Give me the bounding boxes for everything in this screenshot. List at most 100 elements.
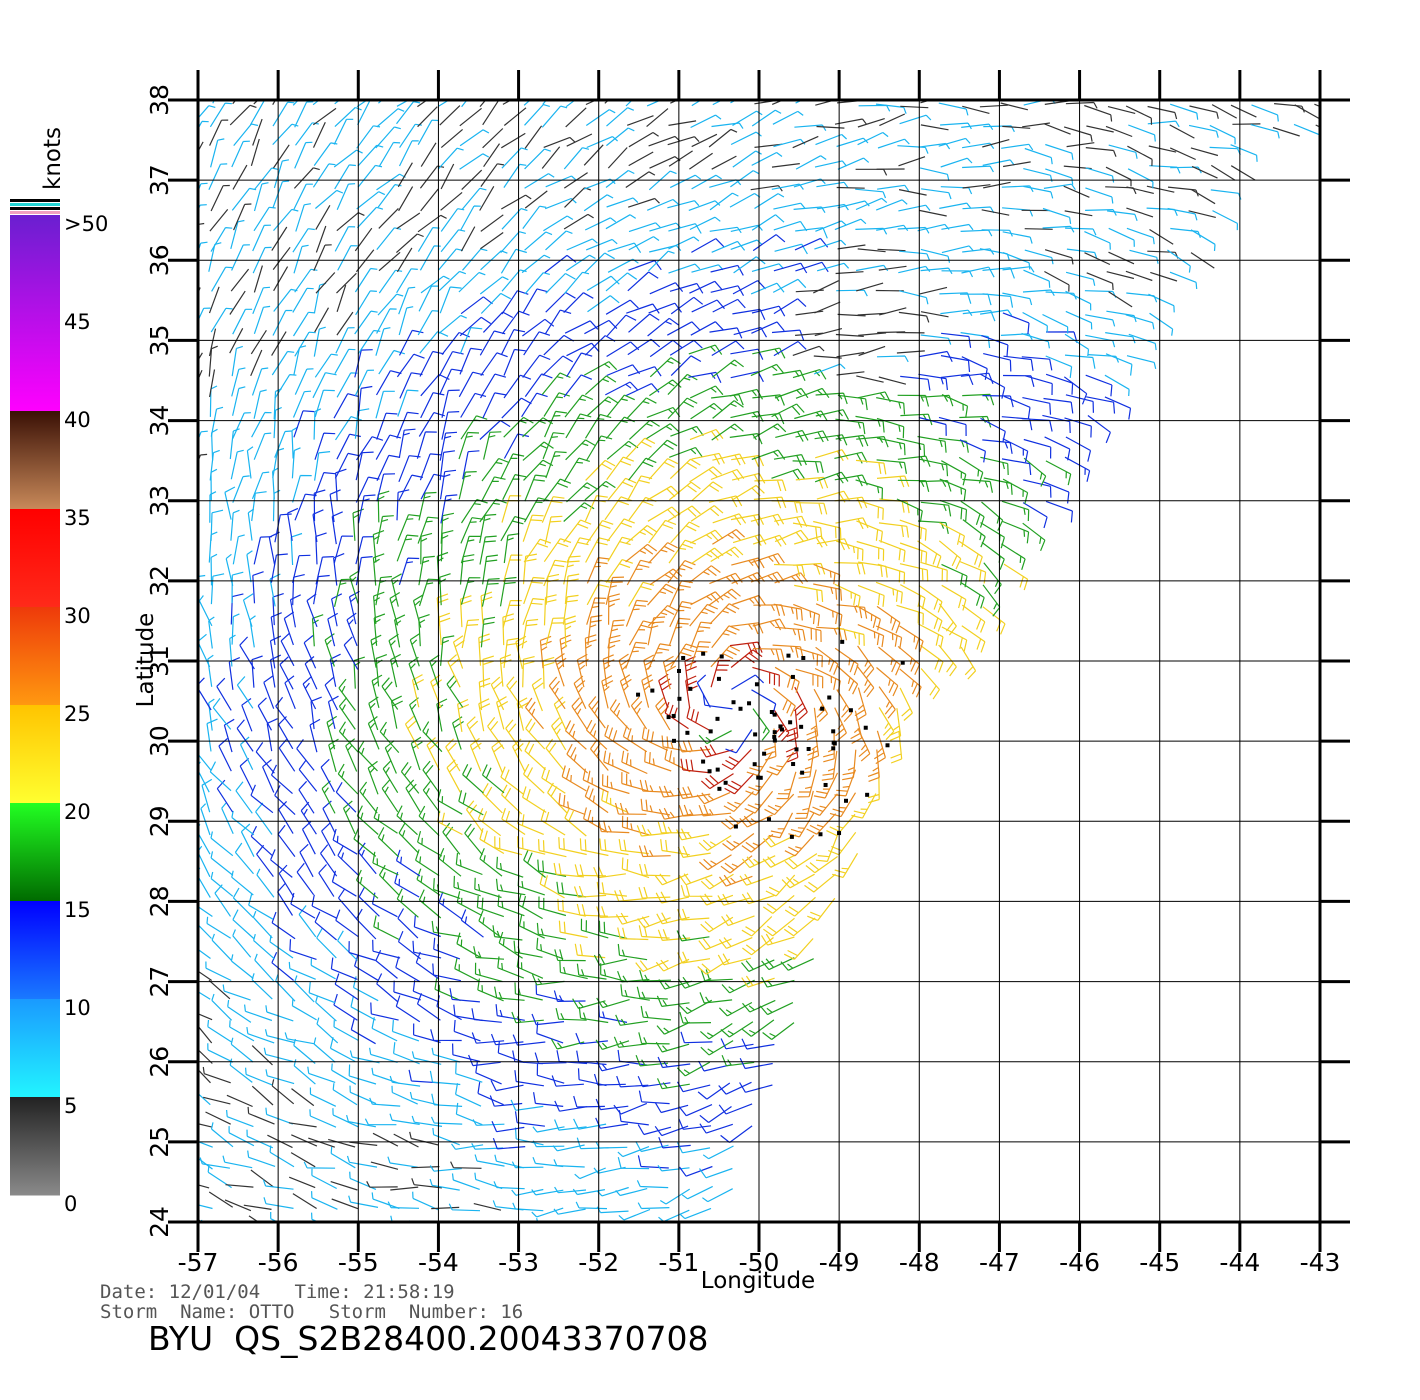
rain-flag-marker [756,775,761,780]
wind-barb [253,305,271,334]
wind-barb [606,518,635,542]
wind-barb [1210,164,1236,181]
wind-barb [503,554,523,583]
wind-barb [419,331,449,354]
wind-barb [555,1007,587,1021]
wind-barb [275,974,296,1002]
wind-barb [741,833,774,853]
wind-barb [630,696,648,730]
wind-barb [330,1146,356,1169]
rain-flag-marker [788,720,793,725]
wind-barb [961,625,986,653]
wind-barb [417,830,443,857]
wind-barb [479,535,497,565]
wind-barb [346,1155,378,1168]
wind-barb [920,100,933,104]
wind-barb [438,891,462,920]
wind-barb [899,250,930,261]
wind-barb [608,593,620,625]
wind-barb [457,698,470,732]
wind-barb [1045,500,1073,523]
wind-barb [606,394,635,418]
wind-barb [522,318,555,337]
wind-barb [377,184,402,208]
wind-barb [751,151,783,166]
wind-barb [312,163,336,188]
rain-flag-marker [820,706,825,711]
wind-barb [1021,418,1053,432]
wind-barb [273,144,290,169]
wind-barb [710,546,744,563]
wind-barb [510,1099,544,1111]
wind-barb [398,822,420,854]
wind-barb [660,839,690,856]
wind-barb [559,960,588,980]
wind-barb [563,147,590,170]
wind-barb [565,107,587,128]
wind-barb [657,1056,691,1069]
wind-barb [941,563,968,588]
wind-vector-field [198,84,1320,1234]
wind-barb [314,911,337,941]
wind-barb [431,1230,459,1232]
wind-barb [577,1228,609,1234]
wind-barb [711,122,744,129]
wind-barb [298,780,315,814]
wind-barb [784,896,816,917]
wind-barb [375,654,388,687]
wind-barb [353,656,365,689]
wind-barb [596,1206,629,1214]
wind-barb [685,675,698,709]
wind-barb [710,264,744,276]
wind-barb [232,164,248,190]
wind-barb [792,460,824,474]
wind-barb [222,1155,253,1169]
wind-barb [398,186,414,212]
wind-barb [647,616,666,646]
wind-barb [563,374,593,398]
wind-barb [1210,84,1238,86]
wind-barb [252,118,263,146]
wind-barb [396,805,418,836]
rain-flag-marker [723,780,728,785]
longitude-tick-label: -45 [1139,1248,1180,1277]
rain-flag-marker [753,732,758,737]
wind-barb [759,1002,794,1016]
wind-barb [1149,312,1174,336]
wind-barb [606,456,635,481]
wind-barb [816,125,845,129]
wind-barb [489,1095,523,1107]
rain-flag-marker [779,727,784,732]
wind-barb [776,771,797,800]
wind-barb [572,1188,606,1196]
wind-barb [229,290,246,315]
wind-barb [231,187,257,211]
wind-barb [876,437,906,456]
wind-barb [271,331,287,356]
wind-barb [873,730,886,765]
wind-barb [676,1061,711,1077]
wind-barb [210,307,233,333]
wind-barb [208,698,215,731]
wind-barb [271,952,294,981]
colorbar-tick-label: 15 [64,898,91,922]
wind-barb [230,954,254,979]
wind-barb [1209,146,1241,156]
wind-barb [959,293,992,306]
wind-barb [771,468,805,481]
wind-barb [638,845,671,858]
wind-barb [230,1037,254,1063]
wind-barb [797,769,817,798]
wind-barb [773,603,803,621]
wind-barb [253,536,272,565]
wind-barb [198,923,212,939]
wind-barb [773,220,808,232]
wind-barb [225,1184,254,1188]
wind-barb [669,339,703,356]
wind-barb [523,100,532,106]
wind-barb [1085,187,1114,204]
wind-barb [1002,520,1030,544]
wind-barb [491,1121,525,1133]
wind-barb [1167,207,1198,221]
